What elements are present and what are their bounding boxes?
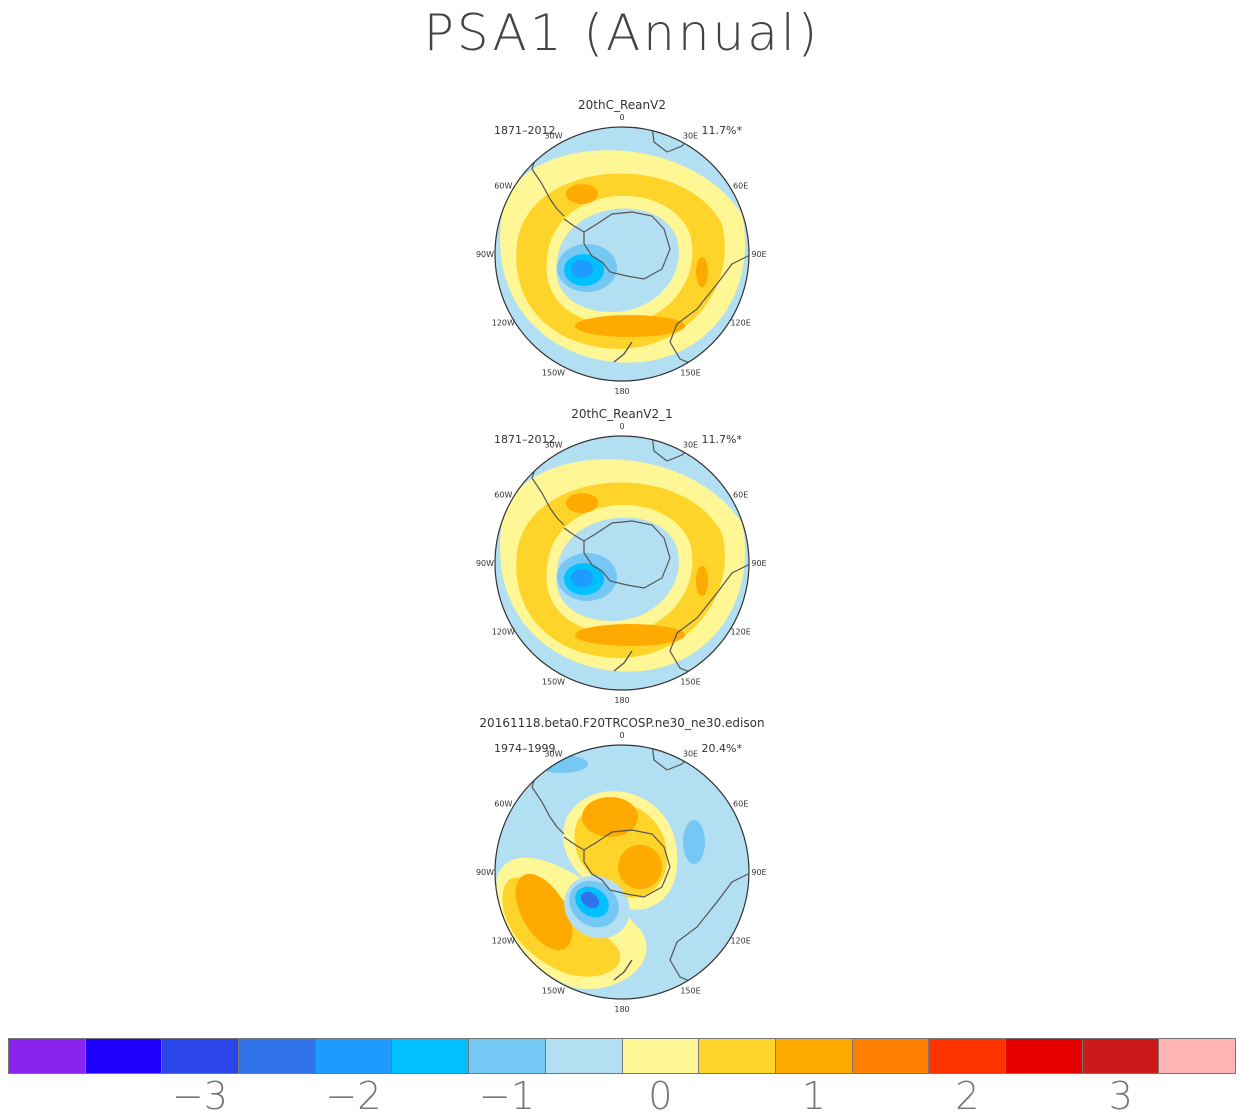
lon-label-60e: 60E [733,800,748,809]
lon-label-150w: 150W [542,678,565,687]
lon-label-180: 180 [614,1005,629,1014]
polar-map: 0 30E 60E 90E 120E 150E 180 150W 120W 90W 60W 30W [476,113,767,396]
colorbar-box [622,1039,700,1073]
lon-label-90w: 90W [476,559,494,568]
colorbar-box [85,1039,163,1073]
colorbar-box [775,1039,853,1073]
colorbar-label: 2 [955,1074,980,1118]
colorbar-box [315,1039,393,1073]
lon-label-30e: 30E [683,749,698,758]
lon-label-90w: 90W [476,868,494,877]
colorbar-box [1159,1039,1235,1073]
new-zealand-coastline [613,959,633,981]
lon-label-120e: 120E [730,937,750,946]
colorbar-box [469,1039,546,1073]
lon-label-180: 180 [614,387,629,396]
lon-label-120w: 120W [492,937,515,946]
panel-variance: 11.7%* [701,433,742,446]
panel-variance: 20.4%* [701,742,742,755]
panel-title: 20161118.beta0.F20TRCOSP.ne30_ne30.ediso… [479,716,765,730]
colorbar-box [699,1039,776,1073]
colorbar-label: −1 [478,1074,535,1118]
lon-label-60e: 60E [733,491,748,500]
lon-label-30w: 30W [544,131,562,140]
panel-years: 1974–1999 [494,742,556,755]
lon-label-30w: 30W [544,440,562,449]
colorbar-box [239,1039,316,1073]
antarctica-coastline [583,829,671,898]
lon-label-60w: 60W [494,182,512,191]
lon-label-150w: 150W [542,369,565,378]
panel-years: 1871–2012 [494,433,556,446]
lon-label-120w: 120W [492,628,515,637]
colorbar-box [545,1039,623,1073]
colorbar-label: −2 [325,1074,382,1118]
colorbar-label: −3 [171,1074,228,1118]
lon-label-30w: 30W [544,749,562,758]
colorbar-label: 3 [1108,1074,1133,1118]
australia-coastline [669,871,749,985]
polar-map: 0 30E 60E 90E 120E 150E 180 150W 120W 90W 60W 30W [476,731,767,1014]
lon-label-30e: 30E [683,131,698,140]
lon-label-90e: 90E [751,250,766,259]
peninsula-coastline [563,527,585,542]
main-title: PSA1 (Annual) [423,4,821,62]
australia-coastline [669,253,749,367]
panel-title: 20thC_ReanV2 [578,98,666,112]
map-panel-2: 20thC_ReanV2_1 1871–2012 11.7%* 0 30E 60E 9… [432,407,812,707]
map-border [494,435,750,691]
colorbar-box [1082,1039,1160,1073]
peninsula-coastline [563,836,585,851]
new-zealand-coastline [613,650,633,672]
panel-variance: 11.7%* [701,124,742,137]
map-fill [495,436,749,690]
lon-label-150e: 150E [680,369,700,378]
australia-coastline [669,562,749,676]
lon-label-150e: 150E [680,678,700,687]
new-zealand-coastline [613,341,633,363]
map-panel-3: 20161118.beta0.F20TRCOSP.ne30_ne30.ediso… [432,716,812,1016]
lon-label-60w: 60W [494,491,512,500]
panel-years: 1871–2012 [494,124,556,137]
antarctica-coastline [583,211,671,280]
lon-label-90e: 90E [751,868,766,877]
colorbar-box [1005,1039,1083,1073]
lon-label-120e: 120E [730,628,750,637]
lon-label-0: 0 [619,422,624,431]
lon-label-0: 0 [619,113,624,122]
colorbar-box [162,1039,240,1073]
lon-label-150e: 150E [680,987,700,996]
colorbar [8,1038,1236,1074]
colorbar-label: 1 [801,1074,826,1118]
map-fill [495,745,749,999]
lon-label-90w: 90W [476,250,494,259]
map-panel-1: 20thC_ReanV2 1871–2012 11.7%* 0 30E 60E 90E… [432,98,812,398]
polar-map: 0 30E 60E 90E 120E 150E 180 150W 120W 90W 60W 30W [476,422,767,705]
colorbar-box [392,1039,470,1073]
lon-label-0: 0 [619,731,624,740]
lon-label-60w: 60W [494,800,512,809]
lon-label-150w: 150W [542,987,565,996]
map-fill [495,127,749,381]
peninsula-coastline [563,218,585,233]
colorbar-box [929,1039,1006,1073]
map-border [494,126,750,382]
panel-title: 20thC_ReanV2_1 [571,407,673,421]
lon-label-30e: 30E [683,440,698,449]
colorbar-box [852,1039,930,1073]
lon-label-60e: 60E [733,182,748,191]
colorbar-label: 0 [648,1074,673,1118]
lon-label-120e: 120E [730,319,750,328]
lon-label-90e: 90E [751,559,766,568]
antarctica-coastline [583,520,671,589]
colorbar-box [9,1039,86,1073]
lon-label-180: 180 [614,696,629,705]
lon-label-120w: 120W [492,319,515,328]
map-border [494,744,750,1000]
